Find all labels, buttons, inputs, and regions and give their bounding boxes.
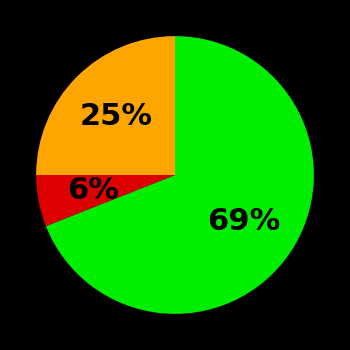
Wedge shape — [36, 36, 175, 175]
Text: 6%: 6% — [67, 176, 119, 205]
Wedge shape — [36, 175, 175, 226]
Text: 25%: 25% — [79, 102, 153, 131]
Wedge shape — [46, 36, 314, 314]
Text: 69%: 69% — [207, 207, 281, 236]
